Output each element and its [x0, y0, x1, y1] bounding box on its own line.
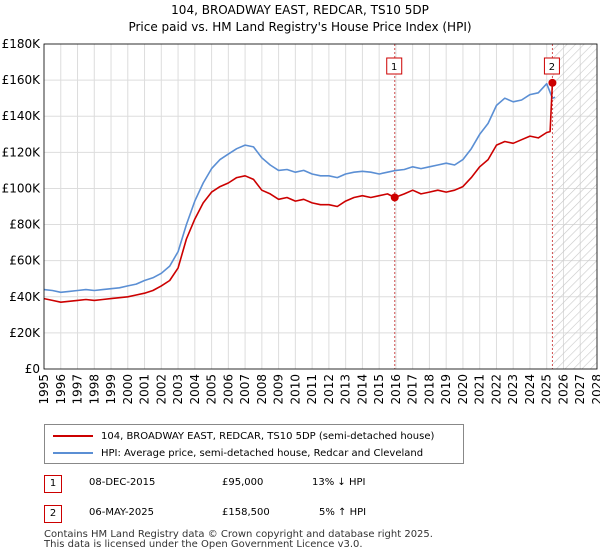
- sale-point: [548, 78, 557, 87]
- x-tick-label: 2000: [121, 374, 135, 405]
- x-tick-label: 2013: [339, 374, 353, 405]
- chart-subtitle: Price paid vs. HM Land Registry's House …: [128, 20, 472, 34]
- forecast-hatch: [552, 44, 597, 369]
- plot-area: [44, 44, 597, 369]
- property-series-line: [43, 81, 556, 304]
- x-tick-label: 2022: [489, 374, 503, 405]
- x-tick-label: 1999: [104, 374, 118, 405]
- chart-title-block: 104, BROADWAY EAST, REDCAR, TS10 5DP Pri…: [0, 2, 600, 36]
- hpi-series-line: [43, 82, 556, 294]
- x-tick-label: 1997: [71, 374, 85, 405]
- x-tick-label: 2019: [439, 374, 453, 405]
- x-tick-label: 1998: [87, 374, 101, 405]
- marker-label-box: [386, 57, 403, 75]
- footer-line-1: Contains HM Land Registry data © Crown c…: [44, 529, 433, 540]
- price-chart: £0 £20K £40K £60K £80K £100K £120K £140K £160K £1…: [2, 37, 600, 405]
- x-tick-label: 2026: [556, 374, 570, 405]
- x-tick-label: 2002: [154, 374, 168, 405]
- x-tick-label: 2015: [372, 374, 386, 405]
- transaction-date: 06-MAY-2025: [89, 507, 155, 518]
- transaction-delta: 5% ↑ HPI: [319, 507, 367, 518]
- footer-line-2: This data is licensed under the Open Gov…: [44, 539, 363, 550]
- x-tick-label: 1996: [54, 374, 68, 405]
- legend-item-property: 104, BROADWAY EAST, REDCAR, TS10 5DP (se…: [53, 428, 434, 444]
- x-tick-label: 2014: [355, 374, 369, 405]
- legend-item-hpi: HPI: Average price, semi-detached house,…: [53, 445, 423, 461]
- y-tick-label: £100K: [2, 181, 42, 195]
- x-tick-label: 2028: [590, 374, 600, 405]
- marker-label-box: [543, 57, 560, 75]
- y-tick-label: £0: [25, 362, 40, 376]
- transaction-price: £95,000: [222, 477, 264, 488]
- y-tick-label: £160K: [2, 73, 42, 87]
- legend-label-property: 104, BROADWAY EAST, REDCAR, TS10 5DP (se…: [101, 430, 435, 442]
- x-tick-label: 2009: [272, 374, 286, 405]
- chart-title: 104, BROADWAY EAST, REDCAR, TS10 5DP: [171, 3, 429, 17]
- x-tick-label: 2001: [138, 374, 152, 405]
- x-tick-label: 2020: [456, 374, 470, 405]
- x-tick-label: 1995: [37, 374, 51, 405]
- legend-line-hpi: [53, 452, 93, 454]
- x-tick-label: 2024: [523, 374, 537, 405]
- x-tick-label: 2027: [573, 374, 587, 405]
- y-tick-label: £40K: [9, 290, 41, 304]
- legend: 104, BROADWAY EAST, REDCAR, TS10 5DP (se…: [44, 424, 464, 464]
- x-tick-label: 2021: [473, 374, 487, 405]
- transaction-badge: 1: [44, 475, 62, 493]
- footer: Contains HM Land Registry data © Crown c…: [44, 530, 433, 550]
- x-tick-label: 2017: [406, 374, 420, 405]
- y-tick-label: £140K: [2, 109, 42, 123]
- marker-label: 1: [391, 62, 397, 73]
- y-tick-label: £60K: [9, 254, 41, 268]
- x-tick-label: 2010: [288, 374, 302, 405]
- x-tick-label: 2007: [238, 374, 252, 405]
- x-tick-label: 2023: [506, 374, 520, 405]
- y-tick-label: £180K: [2, 37, 42, 51]
- x-tick-label: 2016: [389, 374, 403, 405]
- y-tick-label: £20K: [9, 326, 41, 340]
- x-tick-label: 2003: [171, 374, 185, 405]
- x-tick-label: 2005: [205, 374, 219, 405]
- transaction-price: £158,500: [222, 507, 270, 518]
- y-tick-label: £120K: [2, 145, 42, 159]
- legend-line-property: [53, 435, 93, 437]
- legend-label-hpi: HPI: Average price, semi-detached house,…: [101, 447, 424, 459]
- transaction-badge: 2: [44, 505, 62, 523]
- marker-label: 2: [549, 62, 555, 73]
- x-tick-label: 2012: [322, 374, 336, 405]
- transaction-delta: 13% ↓ HPI: [312, 477, 366, 488]
- x-tick-label: 2018: [422, 374, 436, 405]
- plot-frame: [43, 43, 598, 370]
- y-tick-label: £80K: [9, 218, 41, 232]
- transaction-date: 08-DEC-2015: [89, 477, 156, 488]
- x-tick-label: 2004: [188, 374, 202, 405]
- x-tick-label: 2008: [255, 374, 269, 405]
- x-tick-label: 2025: [540, 374, 554, 405]
- sale-point: [390, 193, 399, 202]
- x-tick-label: 2006: [221, 374, 235, 405]
- x-tick-label: 2011: [305, 374, 319, 405]
